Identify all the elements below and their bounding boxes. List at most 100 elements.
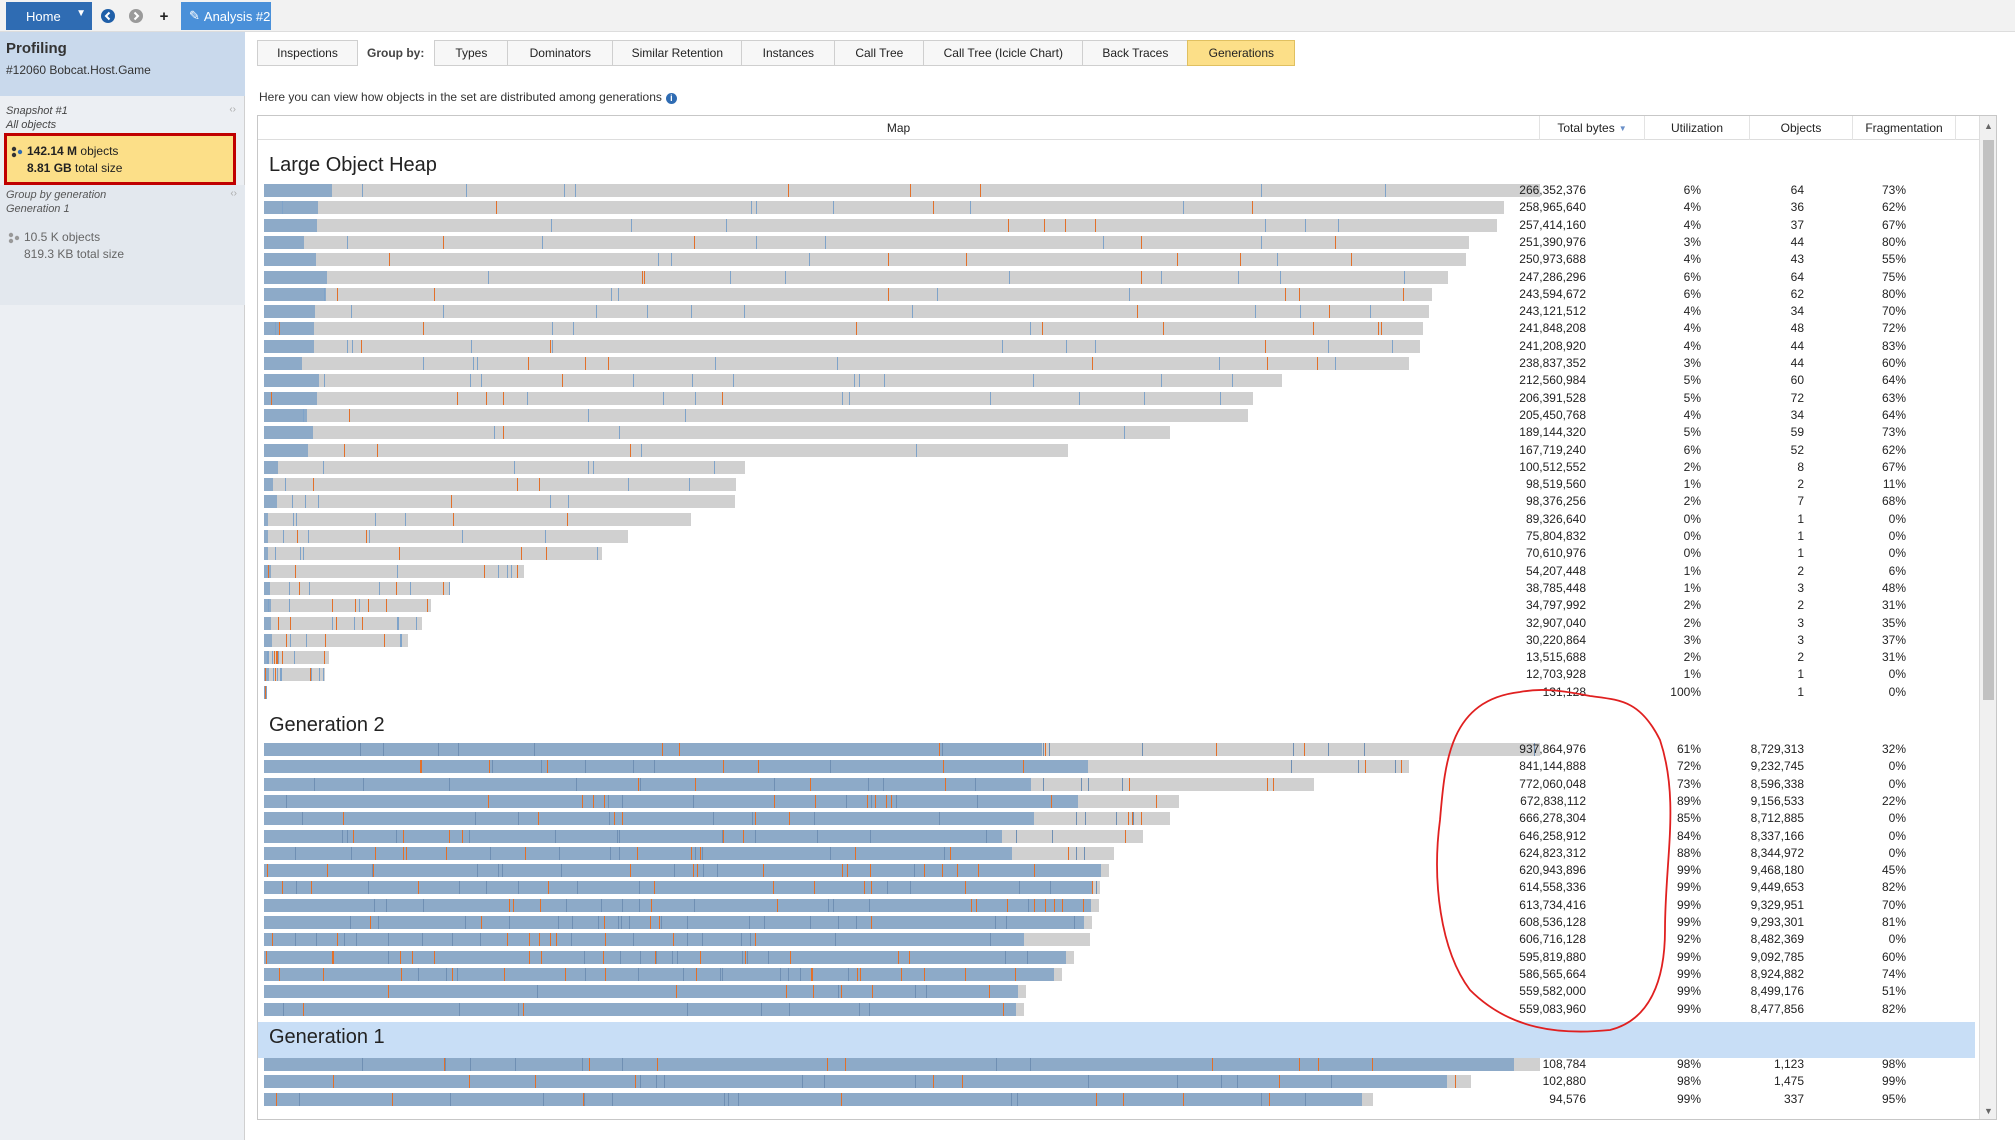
tab-types[interactable]: Types <box>434 40 509 66</box>
heap-segment-bar[interactable] <box>264 933 1090 947</box>
object-marker <box>747 950 748 964</box>
heap-segment-bar[interactable] <box>264 668 325 682</box>
heap-segment-bar[interactable] <box>264 374 1282 388</box>
heap-segment-bar[interactable] <box>264 184 1540 197</box>
heap-segment-bar[interactable] <box>264 616 422 630</box>
fragmentation-cell: 0% <box>1888 511 1906 526</box>
heap-segment-bar[interactable] <box>264 916 1092 929</box>
tab-inspections[interactable]: Inspections <box>257 40 358 66</box>
column-total-bytes[interactable]: Total bytes ▼ <box>1540 116 1645 140</box>
column-objects[interactable]: Objects <box>1750 116 1853 140</box>
heap-segment-bar[interactable] <box>264 478 736 492</box>
objects-cell: 9,468,180 <box>1750 863 1804 878</box>
heap-segment-bar[interactable] <box>264 950 1074 964</box>
scrollbar-thumb[interactable] <box>1983 140 1994 700</box>
column-map[interactable]: Map <box>258 116 1540 140</box>
heap-segment-bar[interactable] <box>264 408 1248 422</box>
fragmentation-cell: 70% <box>1881 304 1906 319</box>
pencil-icon: ✎ <box>189 8 200 23</box>
heap-segment-bar[interactable] <box>264 547 602 561</box>
scroll-down-icon[interactable]: ▼ <box>1984 1106 1993 1116</box>
used-region <box>264 881 1092 895</box>
object-marker <box>470 1058 471 1071</box>
scroll-up-icon[interactable]: ▲ <box>1984 121 1993 131</box>
object-marker <box>661 916 662 929</box>
objects-cell: 1 <box>1797 511 1804 526</box>
column-fragmentation[interactable]: Fragmentation <box>1853 116 1956 140</box>
heap-segment-bar[interactable] <box>264 287 1432 301</box>
heap-segment-bar[interactable] <box>264 881 1100 895</box>
tab-dominators[interactable]: Dominators <box>507 40 614 66</box>
generation-object-set[interactable]: 10.5 K objects 819.3 KB total size <box>4 226 236 266</box>
heap-segment-bar[interactable] <box>264 253 1466 267</box>
heap-segment-bar[interactable] <box>264 1092 1373 1106</box>
heap-segment-bar[interactable] <box>264 443 1068 457</box>
back-icon[interactable] <box>98 6 118 26</box>
heap-segment-bar[interactable] <box>264 1075 1471 1089</box>
home-button[interactable]: Home ▼ <box>6 2 92 30</box>
collapse-arrows-icon[interactable]: ‹› <box>229 104 236 115</box>
heap-segment-bar[interactable] <box>264 760 1409 774</box>
collapse-arrows-icon[interactable]: ‹› <box>230 188 237 199</box>
heap-segment-bar[interactable] <box>264 426 1170 440</box>
forward-icon[interactable] <box>126 6 146 26</box>
heap-segment-bar[interactable] <box>264 794 1179 808</box>
tab-generations[interactable]: Generations <box>1187 40 1296 66</box>
heap-segment-bar[interactable] <box>264 651 329 665</box>
heap-segment-bar[interactable] <box>264 339 1420 353</box>
pinned-object-marker <box>303 1002 304 1016</box>
heap-segment-bar[interactable] <box>264 357 1409 370</box>
heap-segment-bar[interactable] <box>264 599 431 613</box>
heap-segment-bar[interactable] <box>264 460 745 474</box>
heap-segment-bar[interactable] <box>264 218 1497 232</box>
heap-segment-bar[interactable] <box>264 305 1429 319</box>
object-marker <box>300 547 301 561</box>
heap-segment-bar[interactable] <box>264 685 267 699</box>
selected-object-set[interactable]: 142.14 M objects 8.81 GB total size <box>4 133 236 185</box>
heap-segment-bar[interactable] <box>264 898 1099 912</box>
pinned-object-marker <box>650 916 651 929</box>
column-utilization[interactable]: Utilization <box>1645 116 1750 140</box>
heap-segment-bar[interactable] <box>264 322 1423 336</box>
heap-segment-bar[interactable] <box>264 391 1253 405</box>
object-marker <box>471 339 472 353</box>
heap-segment-bar[interactable] <box>264 235 1469 249</box>
tab-back-traces[interactable]: Back Traces <box>1082 40 1189 66</box>
heap-segment-bar[interactable] <box>264 495 735 509</box>
heap-segment-bar[interactable] <box>264 270 1448 284</box>
tab-analysis[interactable]: ✎ Analysis #2 <box>181 2 271 30</box>
chevron-down-icon[interactable]: ▼ <box>76 8 86 19</box>
heap-segment-bar[interactable] <box>264 564 524 578</box>
heap-segment-bar[interactable] <box>264 864 1109 878</box>
heap-segment-bar[interactable] <box>264 846 1114 860</box>
pinned-object-marker <box>943 760 944 774</box>
utilization-cell: 4% <box>1683 252 1701 267</box>
total-bytes-cell: 243,594,672 <box>1519 286 1586 301</box>
heap-segment-bar[interactable] <box>264 581 450 595</box>
heap-segment-bar[interactable] <box>264 812 1170 826</box>
object-marker <box>1084 846 1085 860</box>
heap-segment-bar[interactable] <box>264 829 1143 843</box>
heap-segment-bar[interactable] <box>264 530 628 543</box>
tab-call-tree-icicle[interactable]: Call Tree (Icicle Chart) <box>923 40 1084 66</box>
section-band-selected[interactable] <box>258 1022 1975 1058</box>
tab-similar-retention[interactable]: Similar Retention <box>612 40 743 66</box>
heap-segment-bar[interactable] <box>264 633 408 647</box>
heap-segment-bar[interactable] <box>264 512 691 526</box>
object-marker <box>977 794 978 808</box>
heap-segment-bar[interactable] <box>264 1002 1024 1016</box>
heap-segment-bar[interactable] <box>264 1058 1540 1071</box>
pinned-object-marker <box>583 1092 584 1106</box>
object-marker <box>386 898 387 912</box>
heap-segment-bar[interactable] <box>264 967 1062 981</box>
vertical-scrollbar[interactable]: ▲ ▼ <box>1979 116 1996 1119</box>
add-icon[interactable]: + <box>159 7 169 25</box>
tab-call-tree[interactable]: Call Tree <box>834 40 925 66</box>
heap-segment-bar[interactable] <box>264 777 1314 791</box>
heap-segment-bar[interactable] <box>264 743 1540 756</box>
object-marker <box>611 287 612 301</box>
tab-instances[interactable]: Instances <box>741 40 836 66</box>
heap-segment-bar[interactable] <box>264 985 1026 999</box>
heap-segment-bar[interactable] <box>264 201 1504 215</box>
info-icon[interactable]: i <box>665 93 677 104</box>
